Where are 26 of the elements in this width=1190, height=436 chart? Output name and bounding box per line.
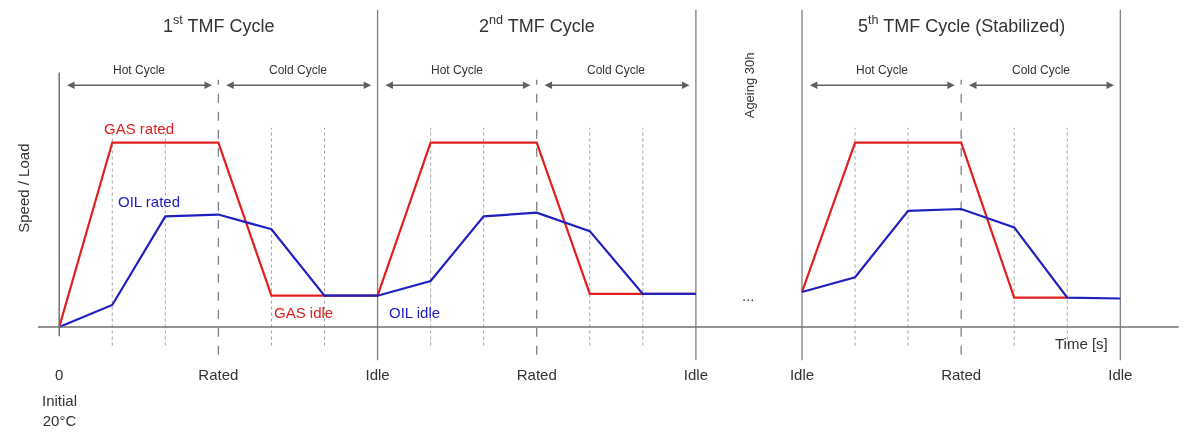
text: Hot Cycle bbox=[431, 63, 484, 77]
x-tick-label: Rated bbox=[941, 366, 982, 383]
x-tick-label: 0 bbox=[55, 366, 64, 383]
text: Cold Cycle bbox=[269, 63, 328, 77]
annotation: ... bbox=[742, 287, 755, 304]
text: 5$^{th}$ TMF Cycle (Stabilized) bbox=[858, 13, 1066, 36]
x-tick-label: Idle bbox=[365, 366, 390, 383]
annotation: GAS idle bbox=[274, 304, 334, 321]
x-tick-label: Rated bbox=[516, 366, 557, 383]
x-tick-label: Rated bbox=[198, 366, 239, 383]
y-axis-title: Speed / Load bbox=[15, 143, 33, 233]
x-tick-label: Idle bbox=[1108, 366, 1133, 383]
annotation: OIL rated bbox=[118, 193, 180, 210]
text: Initial 20°C bbox=[42, 392, 78, 429]
annotation: OIL idle bbox=[389, 304, 441, 321]
text: 2$^{nd}$ TMF Cycle bbox=[479, 13, 595, 36]
x-tick-label: Idle bbox=[789, 366, 815, 383]
text: Ageing 30h bbox=[741, 52, 757, 119]
text: GAS rated bbox=[104, 120, 175, 137]
x-axis-title: Time [s] bbox=[1055, 335, 1108, 352]
text: 1$^{st}$ TMF Cycle bbox=[163, 13, 275, 36]
x-tick-label: Idle bbox=[683, 366, 708, 383]
text: Cold Cycle bbox=[1012, 63, 1071, 77]
text: Hot Cycle bbox=[113, 63, 166, 77]
text: Hot Cycle bbox=[856, 63, 909, 77]
text: Cold Cycle bbox=[587, 63, 646, 77]
